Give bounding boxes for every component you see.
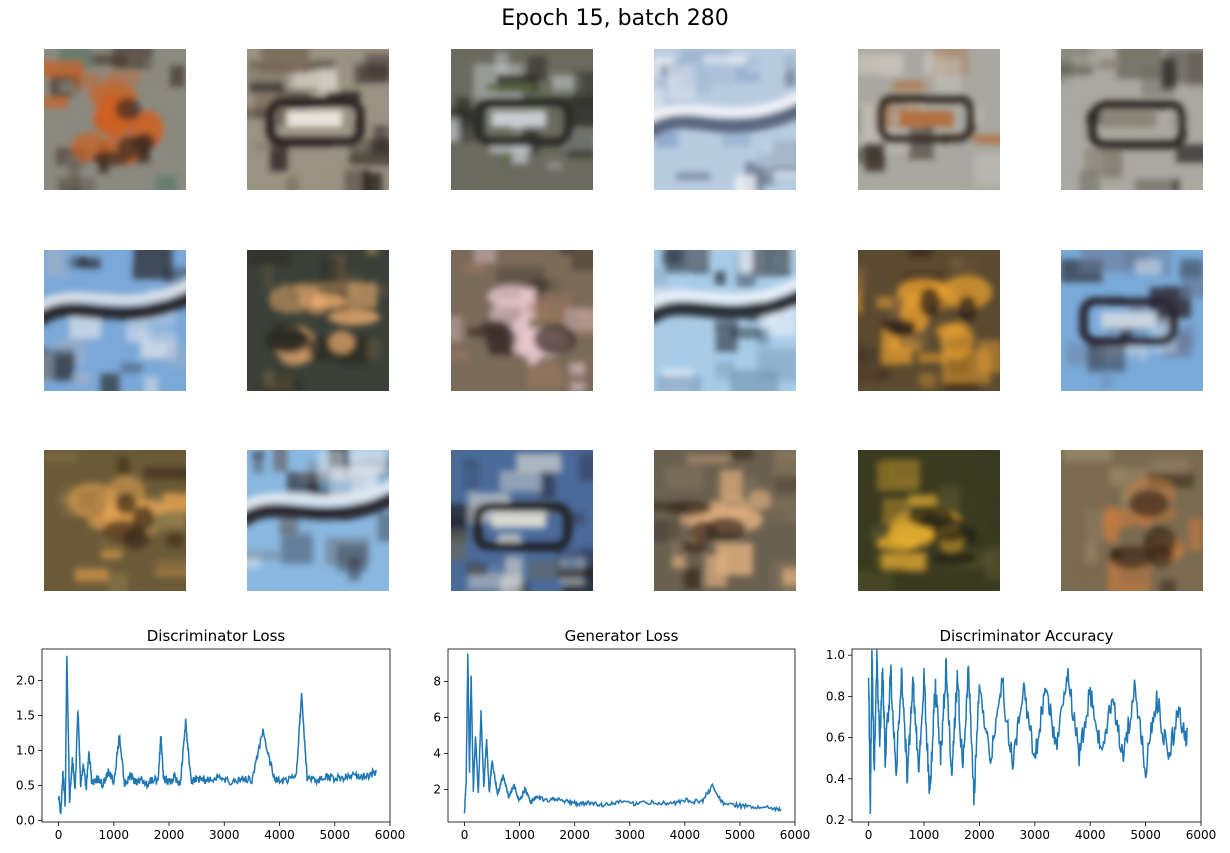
- generated-sample-image: [858, 450, 1000, 591]
- discriminator-loss-axes-frame: [41, 648, 391, 823]
- generated-sample-image: [654, 250, 796, 391]
- x-tick-label: 5000: [725, 828, 756, 842]
- x-tick-label: 6000: [780, 828, 811, 842]
- generated-sample-image: [44, 450, 186, 591]
- x-tick-label: 3000: [1020, 828, 1051, 842]
- generated-sample-image: [858, 250, 1000, 391]
- x-tick-label: 0: [865, 828, 873, 842]
- x-tick-label: 5000: [319, 828, 350, 842]
- x-tick-label: 1000: [909, 828, 940, 842]
- y-tick-label: 4: [433, 747, 441, 761]
- generated-sample-image: [44, 49, 186, 190]
- x-tick-label: 6000: [375, 828, 406, 842]
- y-tick-label: 1.0: [826, 648, 845, 662]
- generated-sample-image: [451, 49, 593, 190]
- discriminator-accuracy-title: Discriminator Accuracy: [939, 627, 1113, 645]
- generated-sample-image: [654, 450, 796, 591]
- x-tick-label: 3000: [209, 828, 240, 842]
- y-tick-label: 0.4: [826, 772, 845, 786]
- x-tick-label: 2000: [154, 828, 185, 842]
- discriminator-accuracy-series-line: [867, 649, 1188, 815]
- y-tick-label: 0.6: [826, 731, 845, 745]
- generated-sample-image: [1061, 250, 1203, 391]
- y-tick-label: 6: [433, 710, 441, 724]
- generated-sample-image: [44, 250, 186, 391]
- x-tick-label: 1000: [99, 828, 130, 842]
- x-tick-label: 4000: [670, 828, 701, 842]
- discriminator-loss-chart: Discriminator Loss 0 1000 2000 3000 4000 5000 6…: [16, 627, 405, 842]
- x-tick-label: 5000: [1130, 828, 1161, 842]
- generated-sample-image: [451, 250, 593, 391]
- generator-loss-series-line: [463, 653, 782, 814]
- discriminator-accuracy-axes-frame: [851, 648, 1202, 823]
- x-tick-label: 3000: [614, 828, 645, 842]
- y-tick-label: 2: [433, 783, 441, 797]
- generated-sample-image: [858, 49, 1000, 190]
- generated-sample-image: [247, 49, 389, 190]
- x-tick-label: 2000: [964, 828, 995, 842]
- generated-sample-image: [247, 250, 389, 391]
- x-tick-label: 1000: [504, 828, 535, 842]
- y-tick-label: 1.0: [16, 744, 35, 758]
- x-tick-label: 2000: [559, 828, 590, 842]
- y-tick-label: 8: [433, 674, 441, 688]
- y-tick-label: 0.2: [826, 813, 845, 827]
- generated-sample-image: [247, 450, 389, 591]
- generated-sample-image: [1061, 49, 1203, 190]
- y-tick-label: 2.0: [16, 674, 35, 688]
- generator-loss-axes-frame: [447, 648, 796, 823]
- generator-loss-chart: Generator Loss 0 1000 2000 3000 4000 5000 6000 2…: [433, 627, 810, 842]
- x-tick-label: 4000: [264, 828, 295, 842]
- y-tick-label: 0.5: [16, 779, 35, 793]
- y-tick-label: 0.8: [826, 689, 845, 703]
- generated-sample-image: [654, 49, 796, 190]
- x-tick-label: 0: [461, 828, 469, 842]
- x-tick-label: 6000: [1186, 828, 1217, 842]
- generated-sample-image: [1061, 450, 1203, 591]
- discriminator-loss-series-line: [57, 655, 377, 815]
- generated-sample-image: [451, 450, 593, 591]
- figure-title: Epoch 15, batch 280: [501, 6, 729, 31]
- discriminator-loss-title: Discriminator Loss: [147, 627, 286, 645]
- y-tick-label: 0.0: [16, 814, 35, 828]
- x-tick-label: 4000: [1075, 828, 1106, 842]
- discriminator-accuracy-chart: Discriminator Accuracy 0 1000 2000 3000 4000 5…: [826, 627, 1216, 842]
- generator-loss-title: Generator Loss: [565, 627, 679, 645]
- x-tick-label: 0: [55, 828, 63, 842]
- y-tick-label: 1.5: [16, 709, 35, 723]
